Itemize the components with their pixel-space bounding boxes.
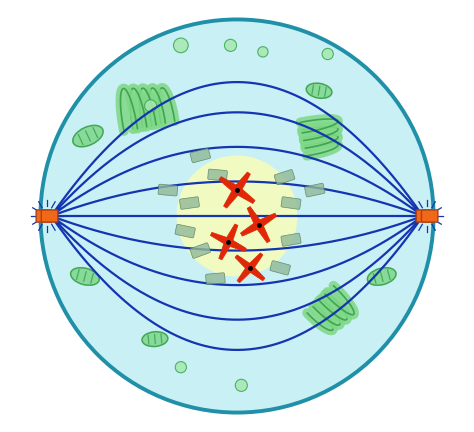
FancyBboxPatch shape bbox=[281, 197, 301, 210]
Polygon shape bbox=[219, 177, 239, 194]
FancyBboxPatch shape bbox=[208, 169, 228, 181]
Polygon shape bbox=[247, 206, 262, 227]
FancyBboxPatch shape bbox=[305, 183, 325, 197]
Circle shape bbox=[225, 39, 237, 51]
Circle shape bbox=[258, 47, 268, 57]
FancyBboxPatch shape bbox=[416, 210, 433, 222]
Circle shape bbox=[235, 379, 247, 391]
FancyBboxPatch shape bbox=[158, 184, 178, 196]
FancyBboxPatch shape bbox=[41, 210, 58, 222]
Polygon shape bbox=[235, 187, 255, 203]
Ellipse shape bbox=[306, 83, 332, 98]
Ellipse shape bbox=[367, 268, 396, 285]
Polygon shape bbox=[256, 213, 277, 228]
Ellipse shape bbox=[73, 125, 103, 147]
Polygon shape bbox=[247, 253, 263, 270]
FancyBboxPatch shape bbox=[180, 197, 200, 210]
FancyBboxPatch shape bbox=[190, 243, 210, 258]
Ellipse shape bbox=[40, 19, 434, 413]
FancyBboxPatch shape bbox=[175, 224, 195, 238]
Polygon shape bbox=[227, 238, 246, 251]
Polygon shape bbox=[219, 240, 232, 260]
Polygon shape bbox=[225, 224, 238, 244]
Ellipse shape bbox=[142, 332, 168, 346]
Polygon shape bbox=[237, 266, 253, 283]
Polygon shape bbox=[255, 222, 270, 243]
FancyBboxPatch shape bbox=[36, 210, 53, 222]
Polygon shape bbox=[235, 255, 252, 270]
FancyBboxPatch shape bbox=[190, 148, 210, 163]
Polygon shape bbox=[240, 221, 261, 236]
Polygon shape bbox=[224, 188, 240, 208]
FancyBboxPatch shape bbox=[421, 210, 438, 222]
Circle shape bbox=[175, 362, 186, 373]
Polygon shape bbox=[210, 232, 230, 245]
Polygon shape bbox=[234, 172, 250, 192]
Ellipse shape bbox=[176, 156, 298, 276]
Circle shape bbox=[145, 100, 156, 112]
FancyBboxPatch shape bbox=[274, 169, 295, 185]
Circle shape bbox=[322, 48, 333, 60]
FancyBboxPatch shape bbox=[270, 260, 291, 275]
FancyBboxPatch shape bbox=[281, 233, 301, 246]
Circle shape bbox=[173, 38, 188, 53]
FancyBboxPatch shape bbox=[206, 273, 225, 285]
Polygon shape bbox=[247, 265, 265, 281]
Ellipse shape bbox=[71, 268, 99, 285]
